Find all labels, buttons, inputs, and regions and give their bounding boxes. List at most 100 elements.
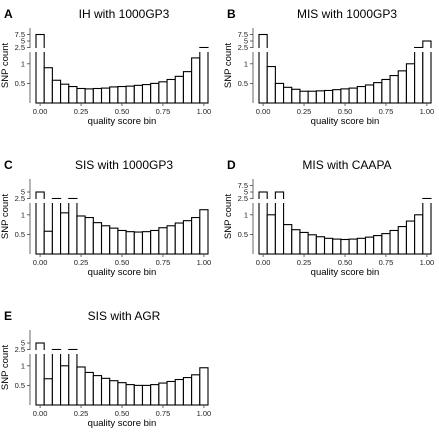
- bar: [51, 197, 62, 255]
- y-tick-label: 7.5: [238, 181, 248, 190]
- bar: [348, 87, 358, 104]
- y-tick-label: 1: [21, 361, 25, 370]
- bar: [125, 384, 135, 406]
- bar: [51, 348, 62, 406]
- axis-break-gap: [35, 199, 45, 203]
- bar: [191, 374, 201, 406]
- bar: [397, 70, 407, 104]
- chart-panel-c: C SIS with 1000GP3 0.5 1 2.55 0.00 0.25 0.50 0.7…: [0, 158, 211, 278]
- bar: [274, 191, 285, 255]
- bar: [43, 67, 53, 104]
- chart-panel-a: A IH with 1000GP3 0.5 1 2.557.5 0.00 0.25 0.50 0…: [0, 7, 211, 127]
- bar: [166, 380, 176, 406]
- x-tick-label: 0.25: [297, 107, 312, 116]
- axis-break-gap: [51, 199, 62, 203]
- bar: [307, 90, 317, 104]
- bar: [76, 366, 86, 406]
- bar: [258, 33, 268, 104]
- bar: [364, 236, 375, 255]
- chart-title: SIS with AGR: [88, 309, 161, 323]
- bar: [315, 90, 326, 104]
- y-tick-label: 2.5: [15, 345, 25, 354]
- axis-break-gap: [35, 48, 45, 52]
- y-tick-label: 2.5: [15, 194, 25, 203]
- bar: [307, 234, 317, 255]
- bar: [389, 75, 399, 104]
- bar: [84, 371, 94, 406]
- bar: [141, 84, 152, 104]
- bar: [422, 197, 432, 255]
- bar: [158, 81, 168, 104]
- bar: [133, 84, 144, 104]
- bar: [35, 33, 45, 104]
- bar: [356, 237, 367, 255]
- chart-panel-e: E SIS with AGR 0.5 1 2.55 0.00 0.25 0.50 0.75 1.0…: [0, 309, 211, 429]
- y-axis-label: SNP count: [0, 194, 11, 240]
- bar: [199, 46, 209, 104]
- x-tick-label: 0.50: [115, 258, 130, 267]
- bar: [158, 382, 168, 406]
- bar: [356, 85, 367, 104]
- panel-letter: C: [4, 158, 13, 172]
- bar: [381, 78, 391, 104]
- bar: [274, 82, 285, 104]
- x-axis-label: quality score bin: [311, 267, 380, 278]
- x-axis-label: quality score bin: [88, 116, 157, 127]
- bar: [174, 75, 184, 104]
- y-tick-label: 2.5: [238, 43, 248, 52]
- bar: [199, 209, 209, 255]
- bar: [141, 231, 152, 255]
- x-tick-label: 0.00: [33, 258, 48, 267]
- x-axis-label: quality score bin: [88, 267, 157, 278]
- bar: [166, 225, 176, 255]
- x-tick-label: 0.75: [379, 107, 394, 116]
- y-tick-label: 0.5: [15, 230, 25, 239]
- axis-break-gap: [67, 199, 78, 203]
- x-tick-label: 0.75: [156, 107, 171, 116]
- bar: [315, 236, 326, 255]
- bar: [60, 83, 70, 104]
- axis-break-gap: [35, 350, 45, 354]
- x-tick-label: 0.25: [74, 258, 89, 267]
- x-tick-label: 1.00: [420, 258, 435, 267]
- axis-break-gap: [258, 48, 268, 52]
- bar: [100, 87, 111, 104]
- x-axis-label: quality score bin: [88, 418, 157, 429]
- bar: [299, 90, 309, 104]
- y-tick-label: 0.5: [15, 381, 25, 390]
- chart-title: MIS with 1000GP3: [297, 7, 397, 21]
- bar: [117, 382, 127, 406]
- x-tick-label: 1.00: [197, 107, 212, 116]
- bar: [43, 230, 53, 255]
- axis-break-gap: [413, 48, 424, 52]
- chart-title: SIS with 1000GP3: [75, 158, 173, 172]
- bar: [100, 377, 111, 406]
- y-tick-label: 0.5: [238, 230, 248, 239]
- bar: [43, 378, 53, 406]
- bar: [76, 87, 86, 104]
- bar: [340, 238, 350, 255]
- x-tick-label: 0.75: [379, 258, 394, 267]
- panel-letter: D: [227, 158, 236, 172]
- y-tick-label: 1: [244, 210, 248, 219]
- chart-title: MIS with CAAPA: [302, 158, 391, 172]
- bar: [397, 226, 407, 255]
- y-tick-label: 2.5: [238, 194, 248, 203]
- bar: [150, 384, 160, 406]
- bar: [191, 216, 201, 255]
- bar: [340, 88, 350, 104]
- y-tick-label: 1: [21, 210, 25, 219]
- bar: [100, 225, 111, 255]
- bar: [266, 65, 276, 104]
- bar: [323, 89, 334, 104]
- bar: [68, 85, 78, 104]
- y-tick-label: 7.5: [15, 30, 25, 39]
- axis-break-gap: [199, 48, 209, 52]
- bar: [166, 78, 176, 104]
- y-tick-label: 5: [21, 188, 25, 197]
- x-tick-label: 0.50: [338, 107, 353, 116]
- bar: [389, 229, 399, 255]
- bar: [92, 87, 103, 104]
- bar: [364, 84, 375, 104]
- bar: [150, 82, 160, 104]
